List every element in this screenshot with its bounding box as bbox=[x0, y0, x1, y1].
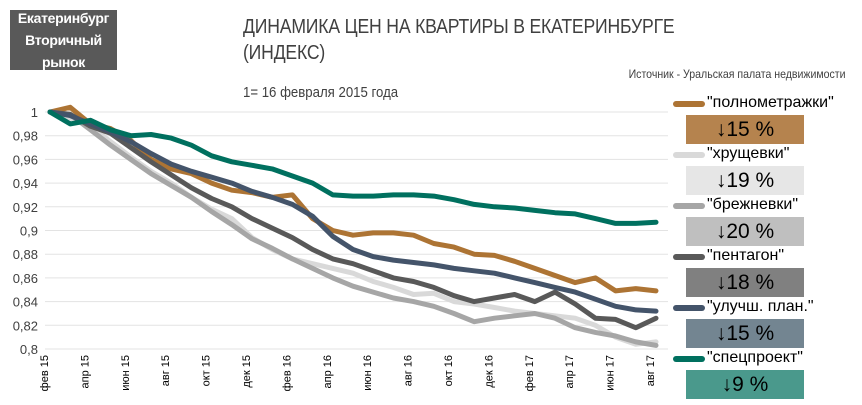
price-change-badge: ↓19 % bbox=[686, 166, 804, 195]
x-tick-label: дек 16 bbox=[483, 355, 495, 388]
base-date-note: 1= 16 февраля 2015 года bbox=[243, 84, 399, 101]
y-tick-label: 0,84 bbox=[13, 295, 38, 310]
x-tick-label: авг 16 bbox=[403, 355, 415, 386]
legend-swatch bbox=[673, 152, 705, 158]
legend-label: "улучш. план." bbox=[707, 298, 814, 315]
x-tick-label: авг 17 bbox=[645, 355, 657, 386]
x-tick-label: фев 16 bbox=[281, 355, 293, 391]
price-change-badge: ↓15 % bbox=[686, 115, 804, 144]
legend-label: "спецпроект" bbox=[707, 349, 803, 366]
series-line-2 bbox=[47, 109, 659, 348]
price-change-badge: ↓15 % bbox=[686, 319, 804, 348]
y-tick-label: 0,96 bbox=[13, 152, 38, 167]
price-change-badge: ↓18 % bbox=[686, 268, 804, 297]
region-city: Екатеринбург bbox=[17, 10, 110, 26]
chart-title: ДИНАМИКА ЦЕН НА КВАРТИРЫ В ЕКАТЕРИНБУРГЕ… bbox=[243, 14, 701, 66]
y-tick-label: 0,8 bbox=[20, 342, 38, 357]
legend-label: "пентагон" bbox=[707, 247, 785, 264]
x-tick-label: окт 15 bbox=[201, 355, 213, 386]
y-tick-label: 0,86 bbox=[13, 271, 38, 286]
chart-title-line2: (ИНДЕКС) bbox=[243, 42, 326, 64]
region-badge: Екатеринбург Вторичный рынок bbox=[10, 10, 117, 70]
y-tick-label: 1 bbox=[31, 105, 38, 120]
price-change-badge: ↓20 % bbox=[686, 217, 804, 246]
legend-label: "полнометражки" bbox=[707, 94, 834, 111]
legend-swatch bbox=[673, 101, 705, 107]
series-line-4 bbox=[47, 109, 659, 314]
x-tick-label: апр 17 bbox=[564, 355, 576, 388]
x-tick-label: фев 17 bbox=[524, 355, 536, 391]
y-tick-label: 0,98 bbox=[13, 129, 38, 144]
x-tick-label: окт 16 bbox=[443, 355, 455, 386]
legend-swatch bbox=[673, 254, 705, 260]
x-tick-label: апр 16 bbox=[322, 355, 334, 388]
y-tick-label: 0,94 bbox=[13, 176, 38, 191]
x-tick-label: фев 15 bbox=[39, 355, 51, 391]
source-note: Источник - Уральская палата недвижимости bbox=[629, 67, 846, 81]
x-tick-label: авг 15 bbox=[160, 355, 172, 386]
series-line-3 bbox=[47, 109, 659, 331]
legend-swatch bbox=[673, 356, 705, 362]
y-tick-label: 0,92 bbox=[13, 200, 38, 215]
legend-swatch bbox=[673, 305, 705, 311]
y-tick-label: 0,82 bbox=[13, 318, 38, 333]
legend-label: "брежневки" bbox=[707, 196, 799, 213]
x-tick-label: июн 15 bbox=[120, 355, 132, 391]
x-tick-label: апр 15 bbox=[79, 355, 91, 388]
chart-title-line1: ДИНАМИКА ЦЕН НА КВАРТИРЫ В ЕКАТЕРИНБУРГЕ bbox=[243, 16, 675, 38]
price-change-badge: ↓9 % bbox=[686, 370, 804, 399]
series-line-5 bbox=[47, 109, 659, 226]
x-tick-label: июн 16 bbox=[362, 355, 374, 391]
x-tick-label: дек 15 bbox=[241, 355, 253, 388]
y-tick-label: 0,9 bbox=[20, 224, 38, 239]
y-tick-label: 0,88 bbox=[13, 247, 38, 262]
region-market: Вторичный рынок bbox=[25, 32, 102, 70]
legend-swatch bbox=[673, 203, 705, 209]
legend-label: "хрущевки" bbox=[707, 145, 790, 162]
x-tick-label: июн 17 bbox=[605, 355, 617, 391]
